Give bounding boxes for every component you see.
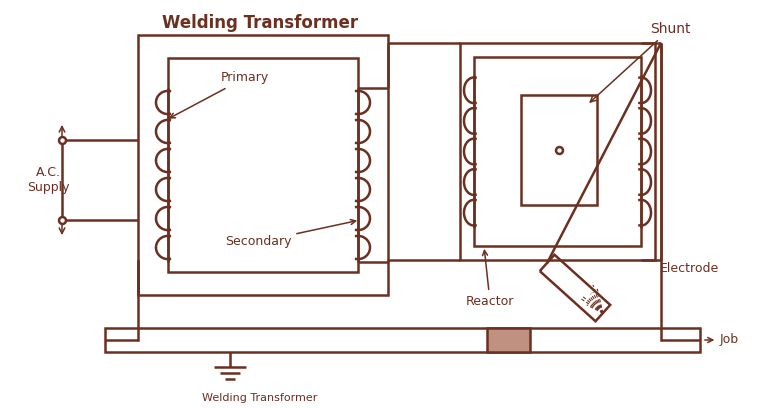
Text: A.C.
Supply: A.C. Supply xyxy=(27,166,69,194)
Bar xyxy=(474,57,641,246)
Bar xyxy=(168,58,358,272)
Bar xyxy=(521,95,597,205)
Text: Welding Transformer: Welding Transformer xyxy=(162,14,358,32)
Bar xyxy=(487,328,530,352)
Text: Primary: Primary xyxy=(170,71,269,118)
Bar xyxy=(138,35,388,295)
Text: Secondary: Secondary xyxy=(225,220,356,248)
Text: Reactor: Reactor xyxy=(466,251,515,308)
Text: Job: Job xyxy=(705,333,739,346)
Bar xyxy=(105,328,700,352)
Text: Shunt: Shunt xyxy=(591,22,690,102)
Bar xyxy=(460,43,655,260)
Text: Electrode: Electrode xyxy=(660,262,720,275)
Text: Welding Transformer: Welding Transformer xyxy=(202,393,318,403)
